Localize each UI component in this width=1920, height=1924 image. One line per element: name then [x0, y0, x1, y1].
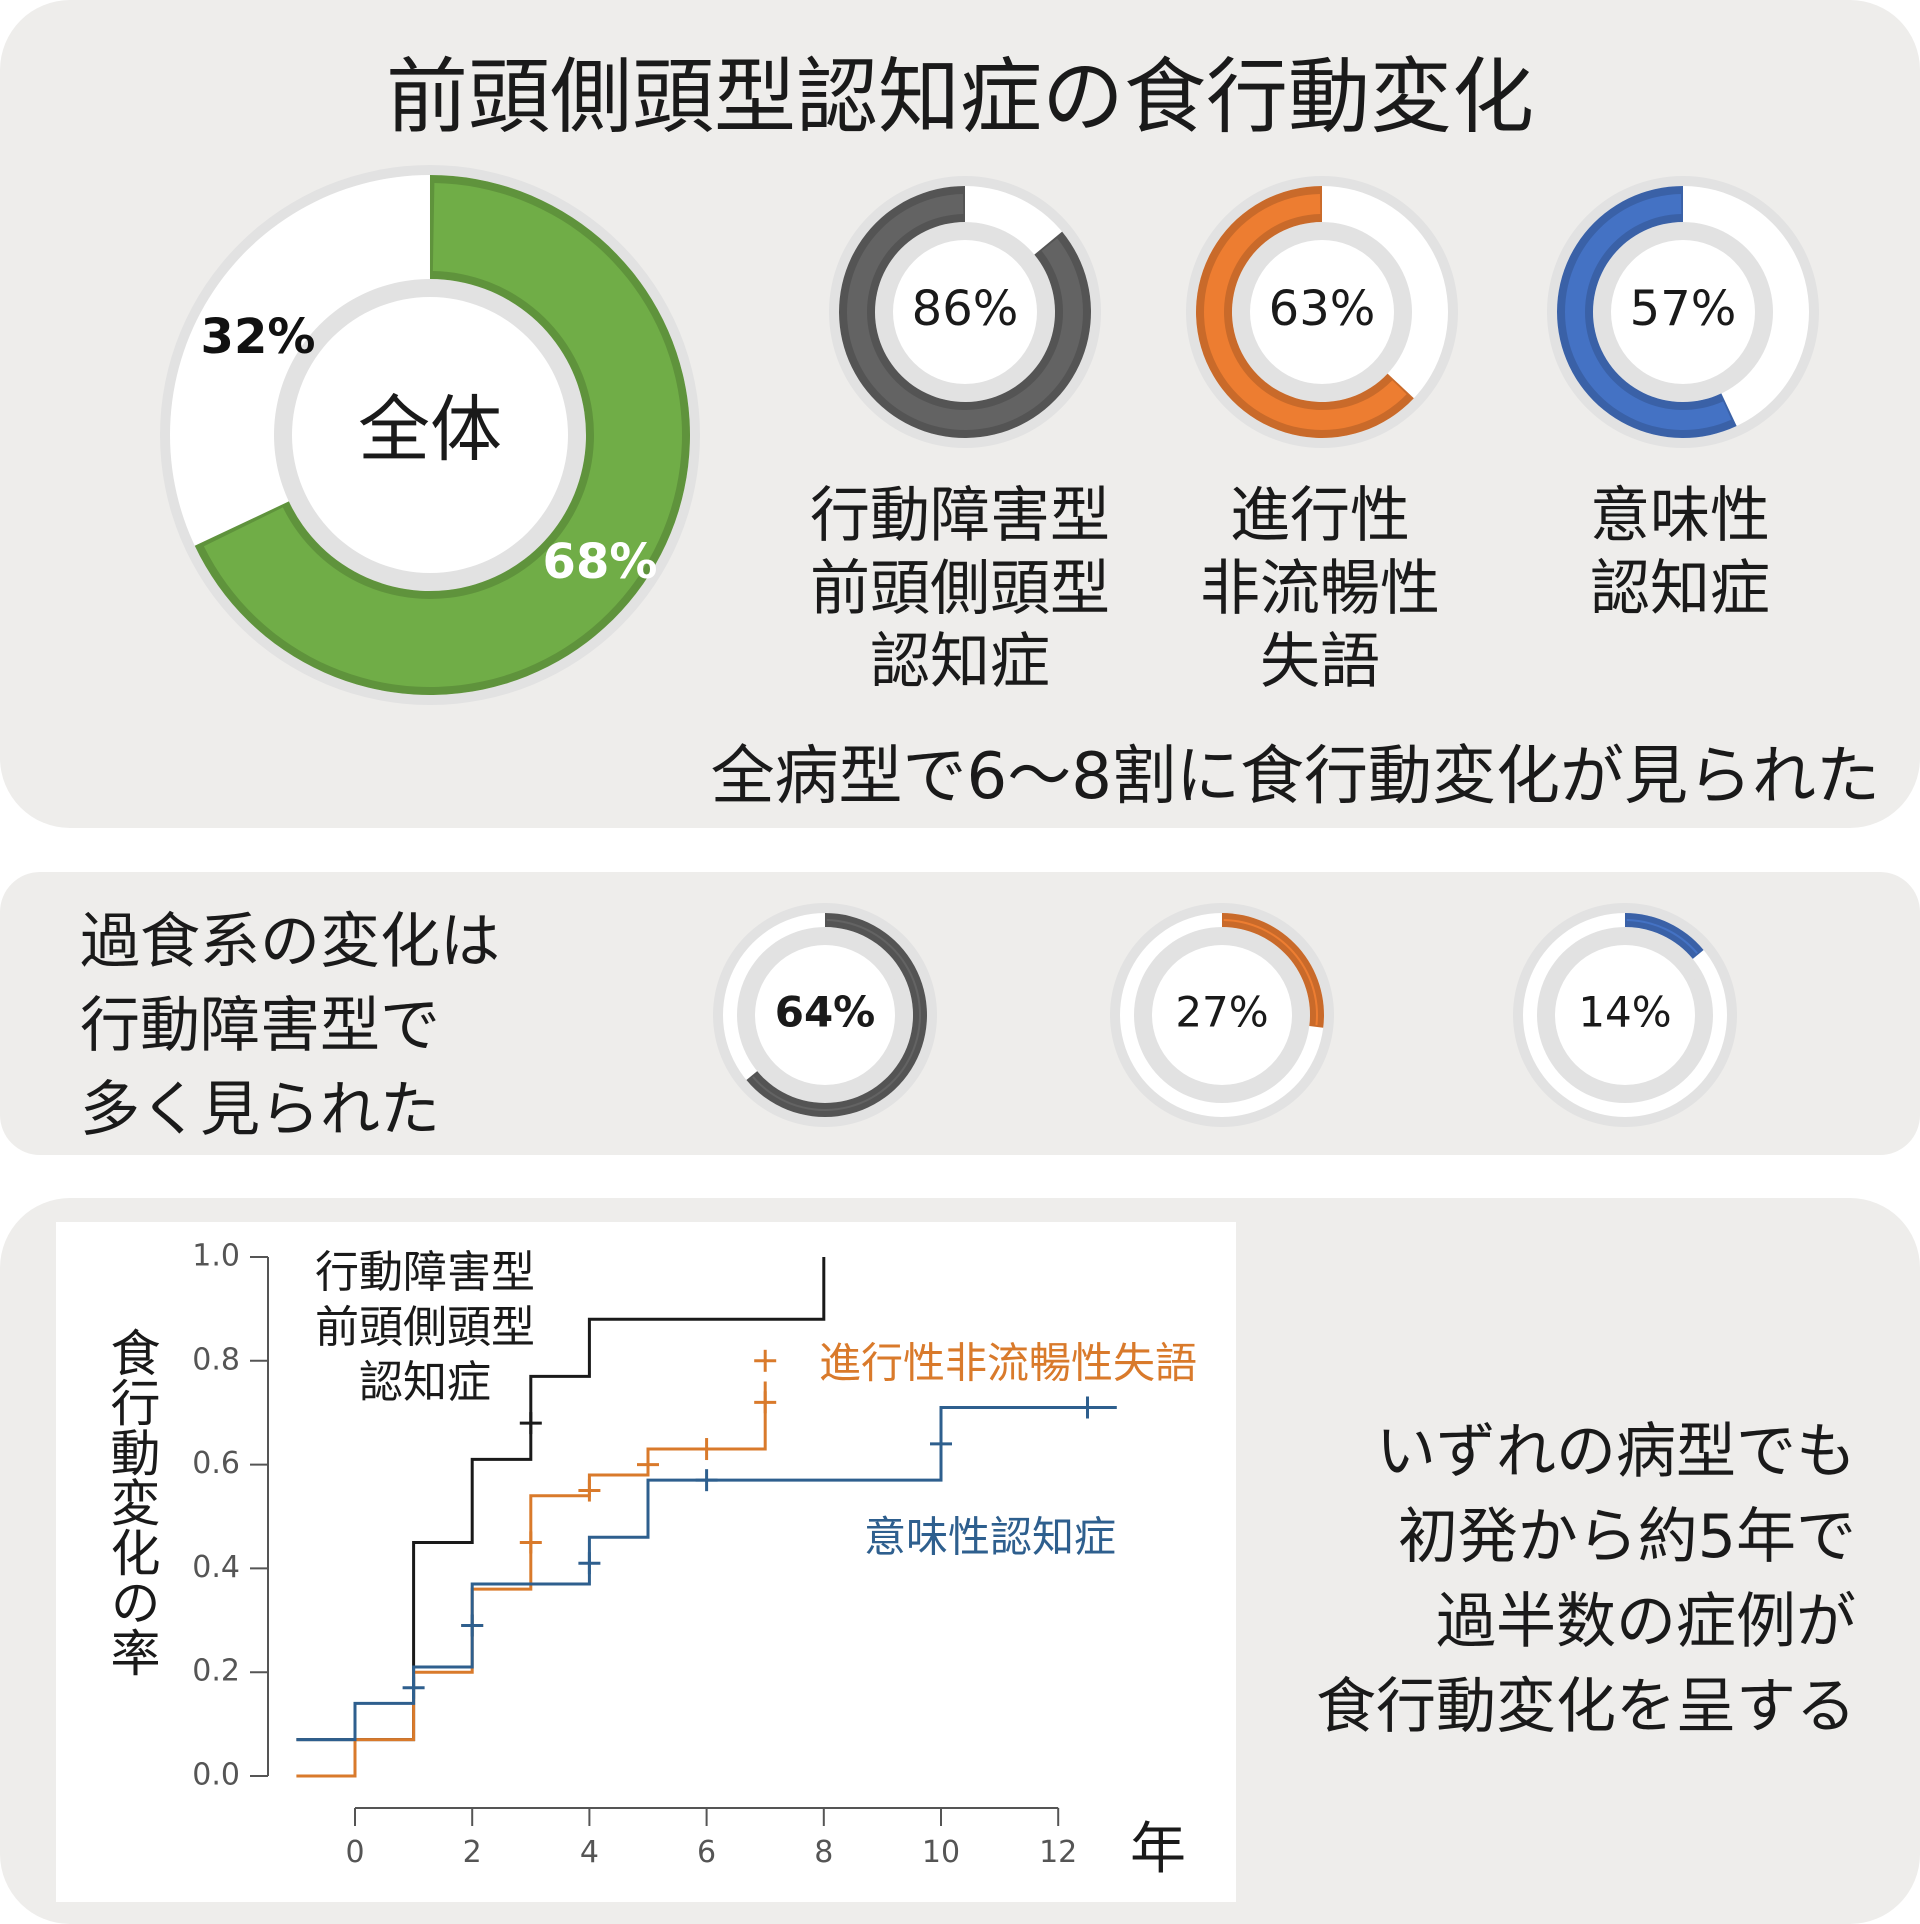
subtype-label-sd: 意味性 認知症 [1590, 481, 1770, 624]
y-tick-label-1: 0.2 [192, 1654, 240, 1689]
subtype-value-label-0: 86% [912, 281, 1019, 337]
series-label-0-2: 認知症 [359, 1357, 491, 1408]
donut-charts: 全体 68% 32% 86% 63% 57% 64% 27% 14% [160, 165, 1819, 1127]
subtype-value-label-2: 57% [1630, 281, 1737, 337]
x-tick-label-1: 2 [463, 1835, 482, 1870]
overeating-value-label-1: 27% [1175, 988, 1268, 1037]
subtype-donut-1-value-arc-border [1196, 186, 1414, 438]
page-title: 前頭側頭型認知症の食行動変化 [385, 50, 1534, 145]
series-label-0-0: 行動障害型 [315, 1247, 535, 1298]
x-tick-label-3: 6 [697, 1835, 716, 1870]
y-tick-label-3: 0.6 [192, 1446, 240, 1481]
series-label-2-0: 意味性認知症 [864, 1513, 1116, 1562]
x-tick-label-4: 8 [814, 1835, 833, 1870]
km-chart-box [56, 1222, 1236, 1902]
y-tick-label-5: 1.0 [192, 1239, 240, 1274]
x-tick-label-6: 12 [1039, 1835, 1077, 1870]
summary-overeating: 過食系の変化は 行動障害型で 多く見られた [80, 907, 500, 1145]
x-tick-label-2: 4 [580, 1835, 599, 1870]
overeating-donut-1-hole [1152, 945, 1292, 1085]
overeating-donut-2-value-arc-border [1625, 913, 1704, 959]
subtype-donut-2-value-arc [1565, 194, 1732, 431]
subtype-donut-0-hole [893, 240, 1037, 384]
subtype-label-bvftd: 行動障害型 前頭側頭型 認知症 [810, 481, 1110, 697]
overeating-value-label-2: 14% [1578, 988, 1671, 1037]
overall-center-label: 全体 [358, 388, 502, 472]
overeating-value-label-0: 64% [775, 988, 876, 1037]
overeating-donut-2-hole [1555, 945, 1695, 1085]
overall-donut-value-arc [203, 183, 683, 687]
subtype-donut-2-hole [1611, 240, 1755, 384]
y-tick-label-4: 0.8 [192, 1342, 240, 1377]
series-line-2 [296, 1406, 1117, 1742]
series-label-1-0: 進行性非流暢性失語 [819, 1339, 1197, 1388]
overall-rest-label: 32% [201, 309, 316, 365]
overall-donut-hole [292, 297, 568, 573]
y-axis-label: 食行動変化の率 [103, 1327, 161, 1677]
subtype-value-label-1: 63% [1269, 281, 1376, 337]
overeating-donut-0-value-arc [752, 919, 921, 1111]
overeating-donut-0-hole [755, 945, 895, 1085]
overeating-donut-0-value-arc-border [746, 913, 927, 1117]
subtype-donut-1-value-arc [1204, 194, 1407, 431]
summary-eating-change: 全病型で6～8割に食行動変化が見られた [710, 740, 1880, 814]
x-tick-label-5: 10 [922, 1835, 960, 1870]
x-tick-label-0: 0 [345, 1835, 364, 1870]
summary-timeline: いずれの病型でも 初発から約5年で 過半数の症例が 食行動変化を呈する [1316, 1417, 1856, 1742]
series-label-0-1: 前頭側頭型 [315, 1302, 535, 1353]
y-tick-label-2: 0.4 [192, 1550, 240, 1585]
overall-value-label: 68% [543, 534, 658, 590]
subtype-donut-1-hole [1250, 240, 1394, 384]
x-axis-label: 年 [1130, 1817, 1186, 1882]
subtype-label-pnfa: 進行性 非流暢性 失語 [1200, 481, 1440, 697]
y-tick-label-0: 0.0 [192, 1758, 240, 1793]
